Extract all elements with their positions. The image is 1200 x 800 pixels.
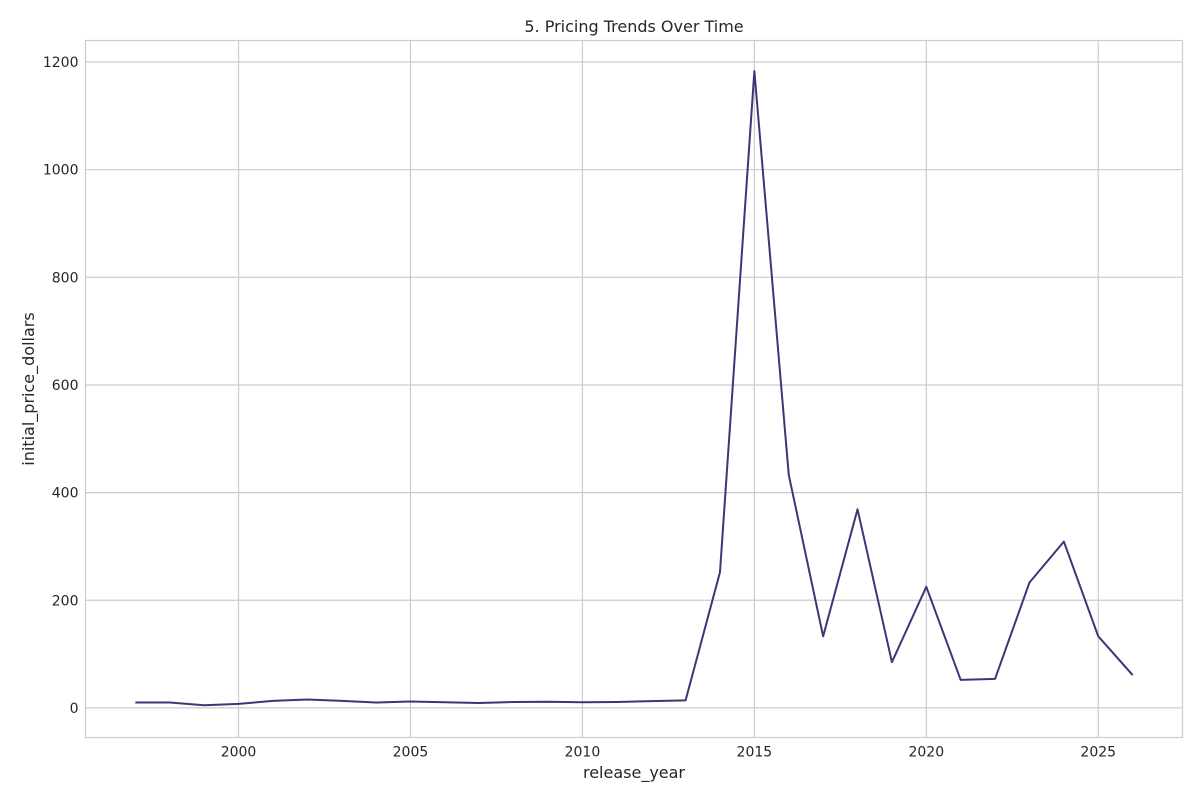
x-tick-label: 2020 — [908, 745, 944, 761]
y-tick-label: 0 — [70, 701, 79, 717]
x-tick-label: 2025 — [1080, 745, 1116, 761]
x-axis-label: release_year — [583, 763, 685, 783]
chart-title: 5. Pricing Trends Over Time — [524, 17, 743, 36]
y-tick-label: 600 — [52, 378, 79, 394]
y-tick-label: 1000 — [43, 163, 79, 179]
x-tick-labels: 2000 2005 2010 2015 2020 2025 — [221, 745, 1116, 761]
y-gridlines — [85, 61, 1183, 709]
x-tick-label: 2000 — [221, 745, 257, 761]
y-tick-labels: 0 200 400 600 800 1000 1200 — [43, 55, 79, 717]
series-line — [135, 70, 1134, 707]
x-tick-label: 2015 — [737, 745, 773, 761]
y-tick-label: 200 — [52, 593, 79, 609]
x-gridlines — [237, 40, 1099, 738]
x-tick-label: 2010 — [565, 745, 601, 761]
y-axis-label: initial_price_dollars — [19, 312, 39, 465]
y-tick-label: 1200 — [43, 55, 79, 71]
y-tick-label: 800 — [52, 270, 79, 286]
series-group — [135, 70, 1134, 707]
y-tick-label: 400 — [52, 486, 79, 502]
x-tick-label: 2005 — [393, 745, 429, 761]
plot-frame — [84, 39, 1184, 739]
